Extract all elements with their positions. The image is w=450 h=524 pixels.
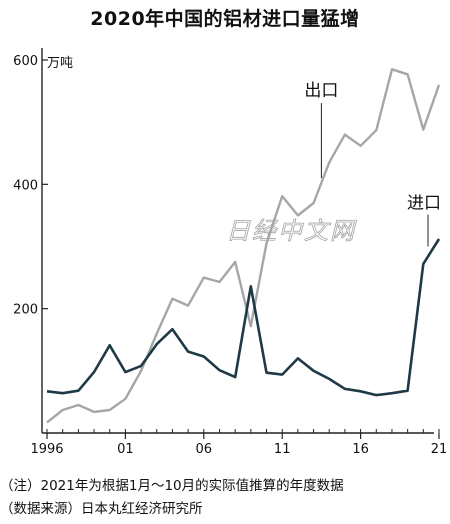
series-line-import <box>46 238 441 397</box>
y-ticks: 200 400 600 <box>13 54 48 318</box>
series-label-import: 进口 <box>407 194 441 214</box>
chart-axes <box>41 48 434 434</box>
series-label-export: 出口 <box>304 81 338 101</box>
x-tick-label-11: 11 <box>274 442 291 457</box>
x-tick-label-1996: 1996 <box>30 442 63 457</box>
y-tick-label-200: 200 <box>13 303 38 318</box>
x-tick-label-06: 06 <box>196 442 213 457</box>
footnote-source: （数据来源）日本丸红经济研究所 <box>0 501 203 517</box>
y-tick-label-600: 600 <box>13 54 38 69</box>
x-tick-label-01: 01 <box>117 442 134 457</box>
chart-title: 2020年中国的铝材进口量猛增 <box>90 8 360 30</box>
x-tick-label-21: 21 <box>431 442 448 457</box>
series-line-export <box>46 68 441 424</box>
y-tick-label-400: 400 <box>13 178 38 193</box>
x-ticks: 1996 01 06 11 16 21 <box>30 429 447 457</box>
series-lines <box>46 68 441 424</box>
footnote-note: （注）2021年为根据1月～10月的实际值推算的年度数据 <box>0 478 344 494</box>
x-tick-label-16: 16 <box>352 442 369 457</box>
y-axis-unit-label: 万吨 <box>47 56 73 71</box>
watermark-text: 日经中文网 <box>226 217 357 245</box>
